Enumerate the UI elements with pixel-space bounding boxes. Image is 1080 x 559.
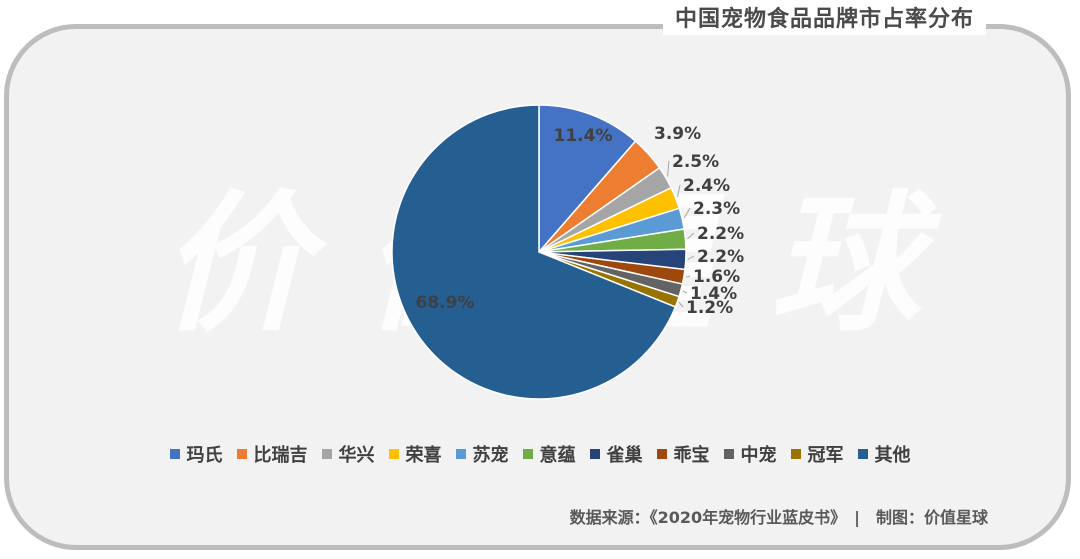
legend-item: 雀巢 [589, 441, 643, 467]
data-label-1: 11.4% [554, 126, 613, 146]
legend-label: 中宠 [740, 445, 777, 466]
legend-item: 比瑞吉 [236, 441, 308, 467]
leader-line-6 [687, 232, 695, 240]
legend-label: 荣喜 [405, 445, 442, 466]
legend-item: 玛氏 [169, 441, 223, 467]
legend-swatch [522, 449, 533, 459]
legend-swatch [589, 449, 600, 459]
pie-slice-11 [391, 104, 677, 400]
data-label-4: 2.4% [683, 176, 730, 196]
legend-item: 其他 [857, 441, 911, 467]
leader-line-8 [685, 275, 691, 278]
legend-label: 比瑞吉 [253, 445, 308, 466]
legend-item: 冠军 [790, 441, 844, 467]
legend-item: 华兴 [321, 441, 375, 467]
legend-swatch [857, 449, 868, 459]
data-label-6: 2.2% [697, 224, 744, 244]
watermark-char-1: 价 [160, 178, 311, 352]
legend-swatch [723, 449, 734, 459]
leader-line-9 [682, 290, 688, 294]
leader-line-3 [667, 160, 670, 177]
legend-item: 乖宝 [656, 441, 710, 467]
legend-swatch [455, 449, 466, 459]
legend-swatch [236, 449, 247, 459]
leader-line-5 [683, 207, 691, 219]
legend-item: 荣喜 [388, 441, 442, 467]
pie-slice-1 [538, 104, 637, 255]
legend-item: 苏宠 [455, 441, 509, 467]
data-label-2: 3.9% [654, 124, 701, 144]
legend-swatch [321, 449, 332, 459]
legend-label: 乖宝 [673, 445, 710, 466]
data-label-3: 2.5% [672, 152, 719, 172]
data-label-9: 1.4% [690, 284, 737, 304]
data-label-7: 2.2% [697, 247, 744, 267]
legend-label: 冠军 [807, 445, 844, 466]
legend-label: 苏宠 [472, 445, 509, 466]
legend-swatch [169, 449, 180, 459]
leader-line-10 [678, 302, 684, 308]
chart-title: 中国宠物食品品牌市占率分布 [662, 5, 986, 35]
data-label-5: 2.3% [693, 199, 740, 219]
legend-item: 中宠 [723, 441, 777, 467]
legend-label: 意蕴 [539, 445, 576, 466]
legend-item: 意蕴 [522, 441, 576, 467]
legend-label: 华兴 [338, 445, 375, 466]
data-label-10: 1.2% [686, 298, 733, 318]
legend-swatch [656, 449, 667, 459]
legend-label: 其他 [874, 445, 911, 466]
legend-swatch [388, 449, 399, 459]
legend-label: 玛氏 [186, 445, 223, 466]
leader-line-4 [677, 184, 681, 198]
watermark-char-4: 球 [769, 178, 920, 352]
leader-line-7 [687, 255, 695, 260]
legend-label: 雀巢 [606, 445, 643, 466]
legend: 玛氏 比瑞吉 华兴 荣喜 苏宠 意蕴 雀巢 乖宝 中宠 冠军 其他 [0, 441, 1080, 467]
data-label-11: 68.9% [416, 293, 475, 313]
source-note: 数据来源：《2020年宠物行业蓝皮书》 | 制图：价值星球 [569, 508, 988, 527]
data-label-8: 1.6% [693, 267, 740, 287]
legend-swatch [790, 449, 801, 459]
